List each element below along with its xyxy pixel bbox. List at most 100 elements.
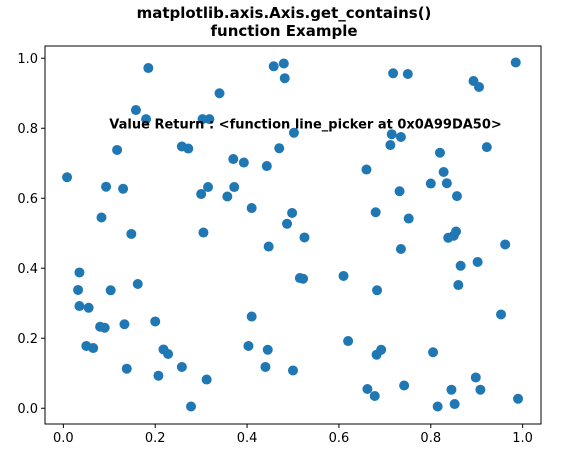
data-point — [74, 267, 85, 278]
data-point — [186, 401, 197, 412]
data-point — [278, 58, 289, 69]
data-point — [299, 232, 310, 243]
data-point — [385, 140, 396, 151]
data-point — [83, 302, 94, 313]
data-point — [246, 203, 257, 214]
data-point — [510, 57, 521, 68]
data-point — [279, 73, 290, 84]
data-point — [288, 127, 299, 138]
data-point — [282, 218, 293, 229]
data-point — [372, 285, 383, 296]
chart-title-line-2: function Example — [210, 22, 357, 40]
chart-title-line-1: matplotlib.axis.Axis.get_contains() — [137, 4, 432, 22]
x-tick-label: 0.0 — [53, 431, 74, 446]
data-point — [274, 143, 285, 154]
x-tick-label: 0.4 — [237, 431, 258, 446]
data-point — [388, 68, 399, 79]
data-point — [183, 143, 194, 154]
data-point — [451, 191, 462, 202]
data-point — [119, 319, 130, 330]
data-point — [62, 172, 73, 183]
data-point — [143, 63, 154, 74]
x-tick-label: 1.0 — [512, 431, 533, 446]
data-point — [496, 309, 507, 320]
data-point — [361, 164, 372, 175]
data-point — [105, 285, 116, 296]
data-point — [449, 399, 460, 410]
data-point — [153, 370, 164, 381]
data-point — [395, 244, 406, 254]
data-point — [96, 212, 107, 223]
data-point — [203, 182, 214, 193]
data-point — [500, 239, 511, 250]
data-point — [204, 114, 215, 125]
y-tick-label: 0.6 — [17, 192, 38, 207]
data-point — [470, 372, 481, 383]
data-point — [141, 114, 152, 125]
data-point — [369, 391, 380, 401]
data-point — [370, 207, 381, 218]
data-point — [446, 384, 457, 395]
data-point — [338, 270, 349, 281]
data-point — [386, 129, 397, 140]
axis-ticks: 0.0 0.2 0.4 0.6 0.8 1.0 0.0 0.2 0.4 0.6 0.8 1.0 — [17, 52, 533, 446]
axes-frame — [44, 45, 542, 425]
data-point — [395, 132, 406, 142]
data-point — [214, 88, 225, 99]
data-point — [287, 207, 298, 218]
data-point — [260, 361, 271, 372]
data-point — [121, 363, 132, 374]
data-point — [451, 226, 462, 237]
data-point — [112, 144, 123, 155]
data-point — [472, 256, 483, 267]
data-point — [238, 157, 249, 168]
plot-area — [44, 45, 542, 425]
data-point — [402, 69, 413, 79]
data-point — [101, 181, 112, 192]
data-point — [453, 280, 464, 291]
y-tick-label: 0.8 — [17, 122, 38, 137]
data-point — [198, 227, 209, 238]
data-point — [176, 361, 187, 372]
data-point — [438, 167, 449, 177]
y-tick-label: 0.4 — [17, 262, 38, 277]
y-tick-label: 0.0 — [17, 402, 38, 417]
data-point — [513, 393, 524, 404]
data-point — [73, 284, 84, 295]
data-point — [474, 81, 484, 92]
x-tick-label: 0.8 — [420, 431, 441, 446]
y-tick-label: 0.2 — [17, 332, 38, 347]
x-tick-label: 0.2 — [145, 431, 166, 446]
data-point — [163, 349, 174, 359]
data-point — [455, 260, 466, 271]
data-point — [481, 142, 492, 153]
data-point — [150, 316, 161, 327]
data-point — [425, 178, 436, 189]
data-point — [130, 105, 141, 116]
data-point — [394, 186, 405, 197]
data-point — [246, 311, 257, 322]
x-tick-label: 0.6 — [329, 431, 350, 446]
data-point — [222, 191, 233, 202]
data-point — [88, 343, 99, 354]
data-point — [403, 213, 414, 224]
data-point — [263, 241, 274, 252]
data-point — [197, 114, 208, 125]
data-point — [362, 384, 373, 394]
data-point — [118, 183, 129, 194]
data-point — [432, 401, 443, 412]
data-point — [441, 178, 452, 189]
data-point — [343, 336, 354, 347]
data-point — [475, 384, 486, 395]
data-point — [196, 189, 207, 200]
data-point — [399, 380, 410, 391]
data-points — [62, 57, 524, 412]
data-point — [243, 340, 254, 351]
data-point — [288, 365, 298, 376]
data-point — [99, 322, 110, 333]
data-point — [261, 161, 272, 172]
data-point — [268, 61, 279, 72]
data-point — [201, 374, 212, 385]
data-point — [434, 147, 445, 158]
